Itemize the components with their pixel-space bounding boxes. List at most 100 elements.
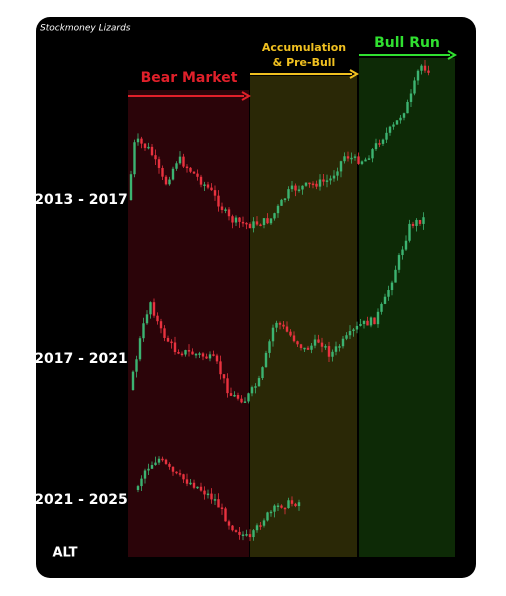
candle [271,327,275,342]
candle [143,470,147,479]
candle [185,479,189,484]
candle [387,290,390,297]
candle [283,198,287,200]
candle [378,143,381,145]
candle [296,341,299,345]
candle [201,353,205,357]
candle [178,156,182,164]
candle [168,179,171,185]
candle [331,351,334,357]
candle [289,331,292,336]
candle [315,183,318,187]
candle [196,173,199,177]
phase-label: Accumulation & Pre-Bull [261,41,347,69]
candle [208,354,212,359]
candle [248,534,252,538]
candle [322,179,325,182]
candle [245,222,248,225]
candle [198,353,201,355]
candle [411,223,415,226]
candle [297,502,301,507]
candle [290,500,294,504]
candle [243,401,247,403]
candle [224,209,227,211]
candles [129,59,430,542]
candle [240,398,243,403]
candle [380,303,383,312]
candle [304,182,308,186]
candle [409,93,413,102]
candle [283,507,287,510]
candle [338,346,341,348]
candle [145,314,149,324]
candle [329,178,332,181]
bull-zone [359,58,455,557]
candle [269,218,273,224]
candle [371,149,374,159]
candle [250,387,254,394]
candle [206,184,210,188]
candle [182,156,185,167]
candle [355,325,359,330]
candle [392,124,395,127]
candle [192,171,196,174]
candle [210,493,213,500]
bear-zone [128,90,249,557]
candle [191,351,194,355]
candle [287,500,290,509]
phase-label: Bull Run [374,35,440,51]
candle [175,471,178,474]
candle [275,322,278,328]
candle [318,179,322,187]
candle [423,65,427,71]
candle [205,356,208,359]
candle [147,146,150,149]
candle [266,512,269,521]
candle [362,320,366,325]
candle [404,240,408,250]
candle [192,482,196,488]
candle [233,394,236,397]
candle [199,176,203,185]
candle [140,478,143,487]
candle [325,180,329,182]
candle [163,328,166,338]
candle [294,503,297,507]
candle [189,167,192,172]
candle [317,339,320,343]
candle [220,206,224,210]
phase-label-box: Accumulation & Pre-Bull [261,41,347,69]
candle [213,499,217,501]
candle [206,493,210,496]
candle [184,350,187,355]
candle [422,217,425,224]
candle [353,156,357,158]
candle [367,158,371,160]
candle [374,143,378,150]
candle [136,138,140,143]
candle [143,143,147,148]
candle [373,317,376,325]
candle [159,321,163,329]
candle [177,352,180,354]
candle [154,462,157,466]
candle [224,508,227,522]
candle [189,482,192,485]
candle [247,393,250,402]
candle [388,126,392,133]
candle [343,156,346,162]
candle [276,505,280,508]
candle [352,329,355,332]
candle [297,189,301,191]
accumulation-zone [250,76,357,557]
candle [408,223,411,241]
candle [327,346,331,357]
candle [357,156,360,164]
candle [348,331,352,336]
candle [399,117,402,121]
candle [170,341,173,344]
candle [259,224,262,227]
candle [213,190,217,196]
arrow-head [447,50,458,60]
candle [175,163,178,169]
